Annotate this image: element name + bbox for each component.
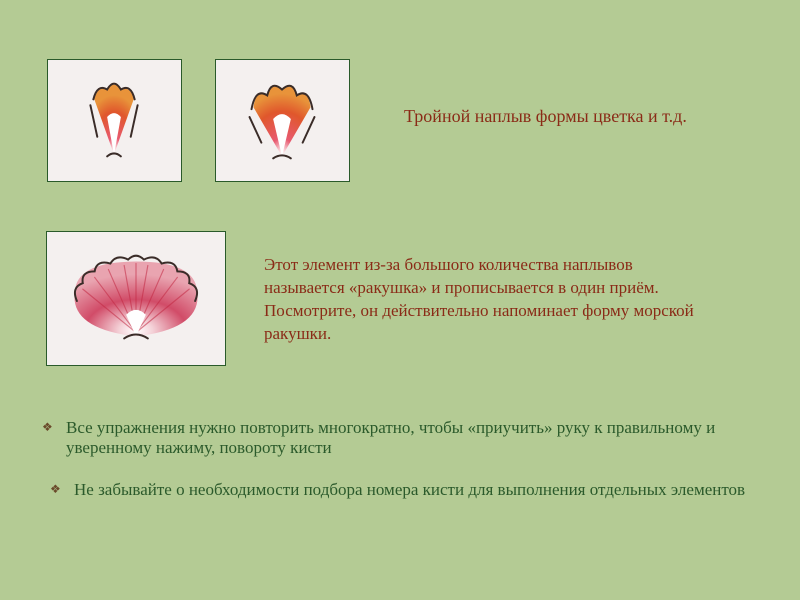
- caption-shell: Этот элемент из-за большого количества н…: [264, 254, 708, 346]
- bullet-item-1: Все упражнения нужно повторить многократ…: [42, 418, 762, 458]
- illustration-shell: [46, 231, 226, 366]
- bullet-list: Все упражнения нужно повторить многократ…: [42, 418, 762, 522]
- illustration-petal-triple: [47, 59, 182, 182]
- bullet-item-2: Не забывайте о необходимости подбора ном…: [50, 480, 762, 500]
- caption-triple-stroke: Тройной наплыв формы цветка и т.д.: [404, 104, 739, 128]
- illustration-petal-quad: [215, 59, 350, 182]
